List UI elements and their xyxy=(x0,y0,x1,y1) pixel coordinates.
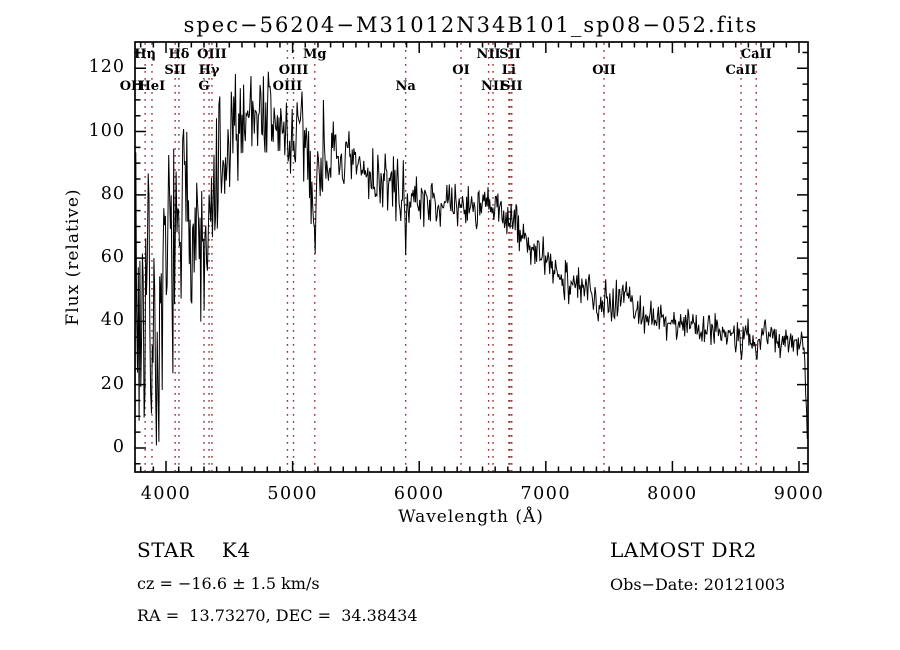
spectral-line-label: Hη xyxy=(134,47,156,62)
spectral-line-label: OII xyxy=(592,63,616,78)
y-tick-label: 0 xyxy=(112,436,125,457)
spectral-line-label: G xyxy=(198,79,210,94)
spectral-line-label: SII xyxy=(499,47,521,62)
radial-velocity-label: cz = −16.6 ± 1.5 km/s xyxy=(137,574,320,593)
spectral-line-label: CaII xyxy=(740,47,772,62)
spectral-line-label: OIII xyxy=(272,79,303,94)
y-tick-label: 80 xyxy=(100,183,125,204)
axis-ticks xyxy=(135,42,808,472)
spectral-line-label: SII xyxy=(164,63,186,78)
object-class-label: STAR K4 xyxy=(137,538,251,562)
x-tick-label: 9000 xyxy=(773,484,825,504)
spectral-line-label: SII xyxy=(500,79,523,94)
obs-date-label: Obs−Date: 20121003 xyxy=(610,575,786,594)
spectrum-trace xyxy=(134,71,808,446)
spectral-line-label: OIII xyxy=(197,47,227,62)
x-axis-label: Wavelength (Å) xyxy=(398,507,544,527)
spectral-line-label: HeI xyxy=(138,79,166,94)
y-tick-label: 100 xyxy=(88,120,125,141)
x-tick-label: 4000 xyxy=(140,484,192,504)
spectral-line-label: Na xyxy=(395,79,416,94)
spectral-line-label: OIII xyxy=(278,63,309,78)
spectral-line-label: Mg xyxy=(303,47,327,62)
y-tick-label: 40 xyxy=(100,310,125,331)
y-tick-label: 20 xyxy=(100,373,125,394)
plot-title: spec−56204−M31012N34B101_sp08−052.fits xyxy=(183,13,759,37)
spectral-line-label: NII xyxy=(480,79,506,94)
spectral-line-label: NII xyxy=(476,47,501,62)
x-tick-label: 8000 xyxy=(647,484,698,504)
x-tick-label: 5000 xyxy=(267,484,318,504)
spectral-line-label: Hδ xyxy=(168,47,190,62)
x-tick-label: 6000 xyxy=(393,484,445,504)
x-tick-label: 7000 xyxy=(520,484,572,504)
y-tick-label: 120 xyxy=(88,57,125,78)
spectral-line-label: OI xyxy=(452,63,470,78)
survey-label: LAMOST DR2 xyxy=(610,538,757,562)
spectral-line-label: OII xyxy=(119,79,144,94)
spectral-line-label: Hγ xyxy=(198,63,220,78)
spectral-line-label: Li xyxy=(501,63,516,78)
spectral-line-label: CaII xyxy=(725,63,757,78)
coordinates-label: RA = 13.73270, DEC = 34.38434 xyxy=(137,606,418,625)
y-tick-label: 60 xyxy=(100,247,125,268)
